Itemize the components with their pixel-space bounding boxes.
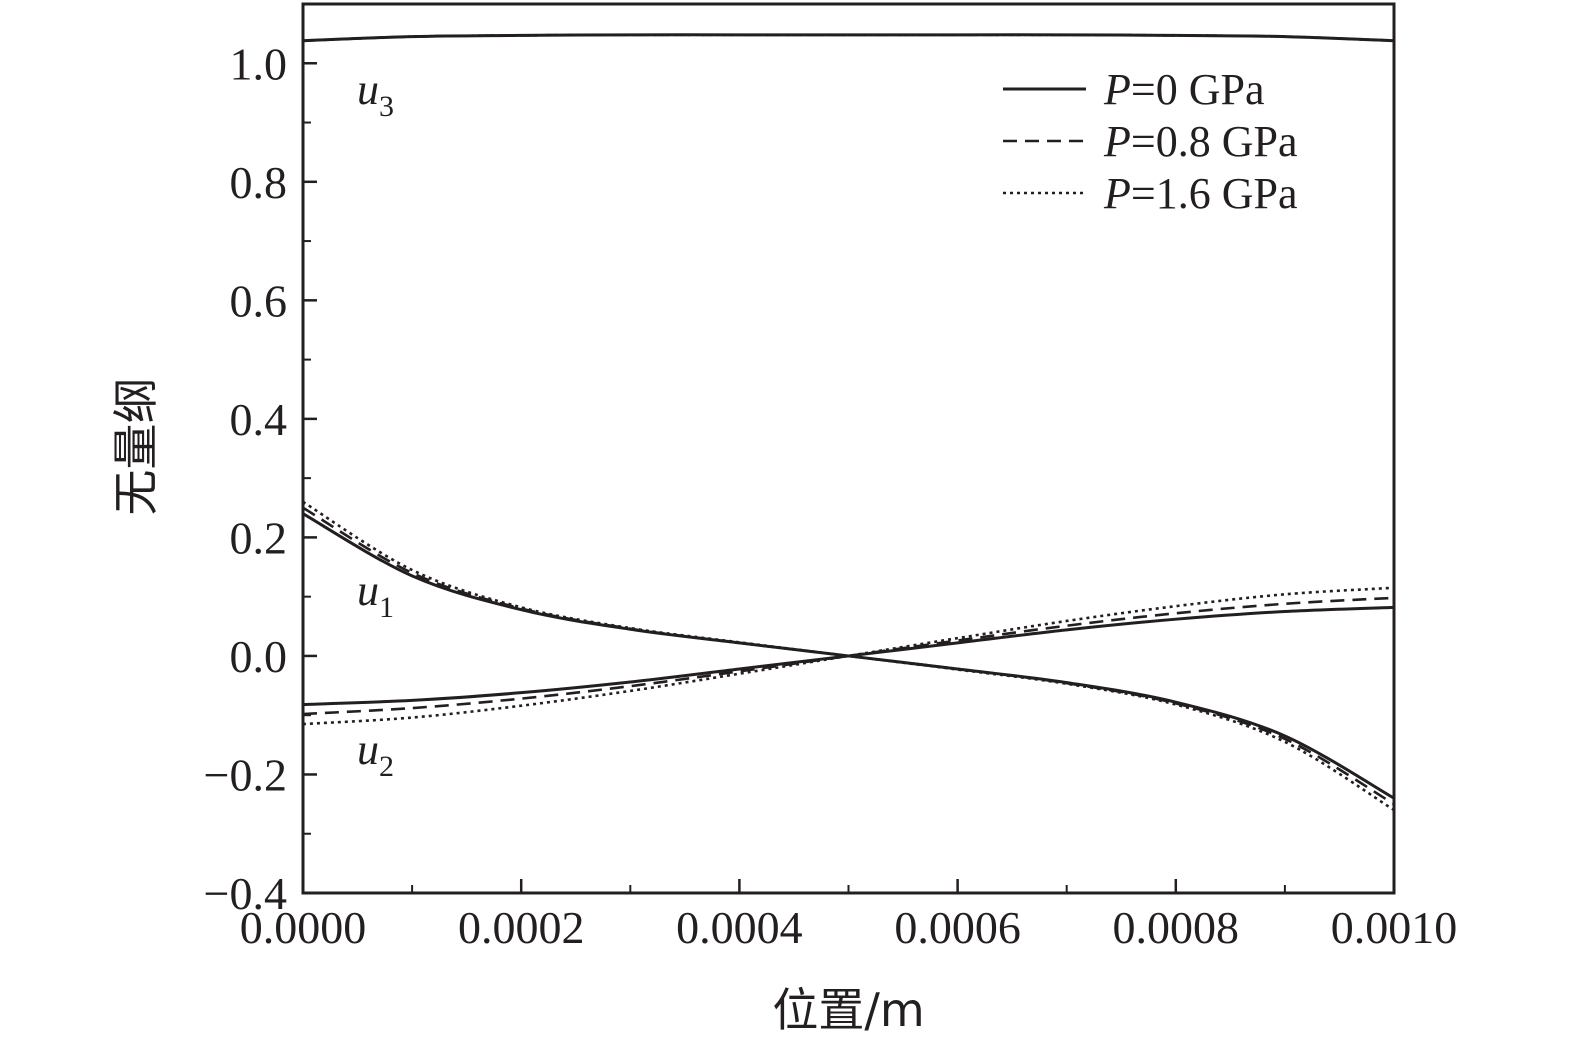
curves-layer (302, 33, 1395, 812)
x-axis-ticks: 0.0000 0.0002 0.0004 0.0006 0.0008 0.0010 (240, 879, 1458, 953)
x-tick-label: 0.0000 (240, 902, 367, 953)
series-line-u3-dotted (302, 33, 1395, 43)
curve-label-u1: u1 (357, 566, 394, 624)
y-tick-label: 0.6 (230, 275, 288, 326)
legend-label: P=0.8 GPa (1103, 117, 1297, 166)
curve-labels: u3 u1 u2 (357, 65, 394, 783)
x-tick-label: 0.0002 (458, 902, 585, 953)
x-tick-label: 0.0004 (676, 902, 803, 953)
legend-label: P=0 GPa (1103, 65, 1264, 114)
series-line-u2-dashed (302, 596, 1395, 716)
y-tick-label: −0.2 (204, 749, 287, 800)
curve-label-u3: u3 (357, 65, 394, 123)
y-axis-label: 无量纲 (109, 378, 163, 516)
y-tick-label: 0.0 (230, 631, 288, 682)
y-tick-label: 0.4 (230, 394, 288, 445)
x-tick-label: 0.0010 (1331, 902, 1458, 953)
x-axis-label: 位置/m (772, 983, 924, 1037)
x-tick-label: 0.0008 (1113, 902, 1240, 953)
y-tick-label: 0.8 (230, 157, 288, 208)
y-axis-ticks: −0.4 −0.2 0.0 0.2 0.4 0.6 0.8 1.0 (204, 3, 317, 919)
curve-label-u2: u2 (357, 725, 394, 783)
y-tick-label: 1.0 (230, 38, 288, 89)
series-line-u2-solid (302, 605, 1395, 707)
x-tick-label: 0.0006 (894, 902, 1021, 953)
legend-label: P=1.6 GPa (1103, 169, 1297, 218)
y-tick-label: 0.2 (230, 512, 288, 563)
y-tick-label: −0.4 (204, 868, 287, 919)
